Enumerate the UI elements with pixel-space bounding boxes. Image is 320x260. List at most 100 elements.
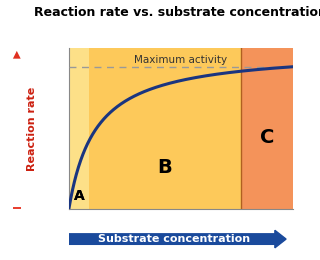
Bar xyxy=(13,208,21,209)
Bar xyxy=(13,208,21,210)
Bar xyxy=(13,208,21,209)
Bar xyxy=(13,208,21,209)
Bar xyxy=(13,207,21,209)
Bar xyxy=(13,208,21,210)
Bar xyxy=(13,208,21,210)
Bar xyxy=(13,208,21,210)
Bar xyxy=(13,207,21,209)
Bar xyxy=(13,208,21,210)
Bar xyxy=(13,208,21,209)
Bar xyxy=(13,207,21,209)
Bar xyxy=(13,208,21,210)
Bar xyxy=(13,208,21,210)
Bar xyxy=(13,207,21,209)
Bar xyxy=(13,208,21,210)
Bar xyxy=(13,207,21,209)
Bar xyxy=(13,207,21,209)
Bar xyxy=(13,207,21,209)
Bar xyxy=(13,207,21,209)
Bar xyxy=(13,208,21,210)
Bar xyxy=(13,207,21,209)
Bar xyxy=(241,48,293,209)
Bar xyxy=(13,207,21,209)
Bar xyxy=(13,207,21,209)
Bar xyxy=(13,208,21,210)
Text: C: C xyxy=(260,128,274,147)
Bar xyxy=(13,207,21,209)
Bar xyxy=(13,207,21,209)
Bar xyxy=(13,207,21,209)
Bar xyxy=(13,207,21,209)
Bar xyxy=(13,207,21,209)
Bar xyxy=(13,208,21,210)
Bar xyxy=(13,208,21,210)
Bar xyxy=(13,207,21,209)
Bar xyxy=(13,209,21,210)
Bar xyxy=(13,207,21,209)
Bar xyxy=(13,208,21,210)
Bar xyxy=(13,207,21,209)
Bar xyxy=(13,209,21,210)
Text: Reaction rate: Reaction rate xyxy=(27,87,37,171)
Bar xyxy=(13,208,21,209)
Bar xyxy=(13,207,21,209)
Bar xyxy=(13,207,21,209)
Bar xyxy=(13,208,21,210)
Bar xyxy=(13,207,21,209)
Bar xyxy=(13,208,21,209)
Bar xyxy=(13,208,21,210)
Bar xyxy=(13,207,21,209)
Bar xyxy=(13,208,21,210)
Bar xyxy=(13,208,21,210)
Text: A: A xyxy=(74,189,84,203)
Bar xyxy=(13,208,21,209)
Bar xyxy=(13,207,21,209)
Bar xyxy=(13,208,21,210)
Text: A: A xyxy=(74,189,84,203)
Bar xyxy=(13,208,21,209)
Bar xyxy=(13,208,21,210)
Bar xyxy=(13,207,21,209)
Bar xyxy=(13,207,21,209)
Bar xyxy=(13,208,21,209)
Bar xyxy=(13,208,21,210)
Bar xyxy=(13,208,21,210)
Bar xyxy=(13,208,21,210)
Bar xyxy=(13,207,21,209)
Bar xyxy=(13,207,21,209)
Bar xyxy=(13,208,21,210)
Bar xyxy=(69,48,89,209)
Bar xyxy=(13,209,21,210)
Bar xyxy=(13,208,21,209)
Bar xyxy=(13,207,21,209)
Text: B: B xyxy=(158,158,172,177)
Bar xyxy=(13,208,21,210)
Bar xyxy=(13,207,21,209)
Bar xyxy=(13,207,21,209)
Bar xyxy=(13,209,21,210)
Text: Substrate concentration: Substrate concentration xyxy=(98,234,250,244)
Bar xyxy=(13,209,21,210)
Bar xyxy=(13,207,21,209)
FancyArrow shape xyxy=(69,230,286,248)
Bar xyxy=(13,208,21,210)
Text: Reaction rate vs. substrate concentration: Reaction rate vs. substrate concentratio… xyxy=(34,6,320,20)
Bar xyxy=(13,207,21,209)
Bar xyxy=(13,208,21,209)
Bar xyxy=(13,207,21,209)
Bar xyxy=(13,208,21,210)
Bar xyxy=(13,207,21,209)
Bar xyxy=(13,207,21,209)
Bar xyxy=(13,209,21,210)
Bar xyxy=(13,207,21,209)
Bar xyxy=(13,208,21,210)
Bar xyxy=(13,207,21,209)
Bar xyxy=(13,208,21,210)
Text: Maximum activity: Maximum activity xyxy=(134,55,228,65)
Bar xyxy=(13,208,21,210)
Bar xyxy=(13,208,21,210)
Bar xyxy=(13,209,21,210)
Bar xyxy=(13,208,21,209)
Bar xyxy=(13,208,21,210)
Bar xyxy=(13,207,21,209)
